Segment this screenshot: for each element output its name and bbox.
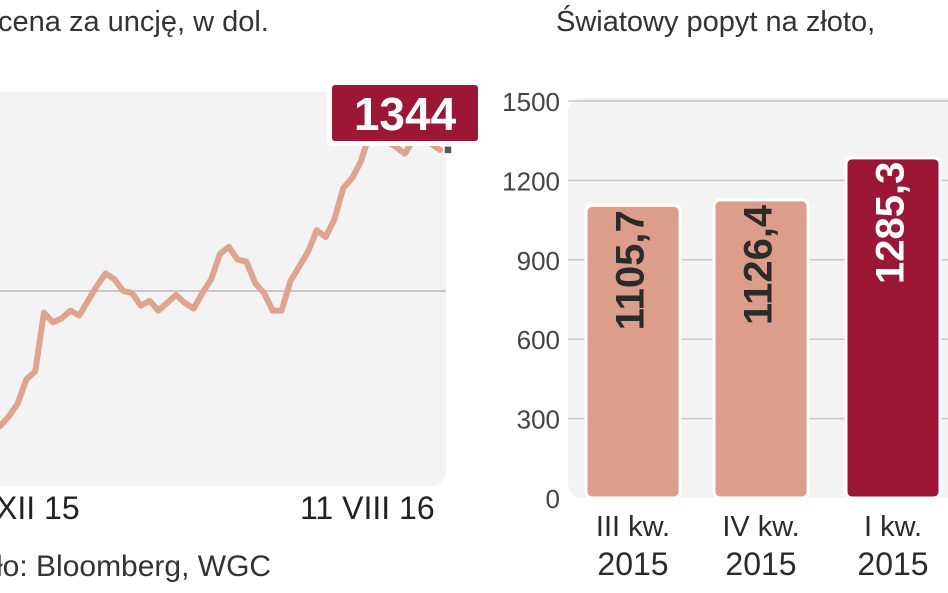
y-tick-label: 300 xyxy=(517,405,560,435)
bar xyxy=(712,198,810,500)
source-note: ło: Bloomberg, WGC xyxy=(0,550,272,583)
bar xyxy=(844,156,942,500)
bar xyxy=(584,203,682,500)
x-tick-end: 11 VIII 16 xyxy=(300,490,435,526)
bar-value-label: 1105,7 xyxy=(609,210,653,330)
y-tick-label: 0 xyxy=(546,484,560,514)
price-chart-title: cena za uncję, w dol. xyxy=(0,6,269,38)
y-axis-ticks: 0 300 600 900 1200 1500 xyxy=(502,87,560,514)
demand-chart-title: Światowy popyt na złoto, xyxy=(556,6,876,38)
y-tick-label: 1500 xyxy=(502,87,560,117)
y-tick-label: 1200 xyxy=(502,166,560,196)
x-category-year: 2015 xyxy=(857,546,928,582)
price-series: 1344 xyxy=(0,80,483,430)
x-tick-start: XII 15 xyxy=(0,490,80,526)
line-chart-panel xyxy=(0,92,446,486)
callout-box xyxy=(332,85,478,141)
bar-value-label: 1285,3 xyxy=(869,162,913,284)
bar-value-label: 1126,4 xyxy=(737,204,781,325)
y-tick-label: 900 xyxy=(517,246,560,276)
x-category-year: 2015 xyxy=(597,546,668,582)
x-category-label: IV kw. xyxy=(722,511,799,543)
x-category-year: 2015 xyxy=(725,546,796,582)
y-tick-label: 600 xyxy=(517,325,560,355)
last-value-label: 1344 xyxy=(354,88,457,140)
x-category-label: III kw. xyxy=(596,511,670,543)
x-category-label: I kw. xyxy=(864,511,922,543)
